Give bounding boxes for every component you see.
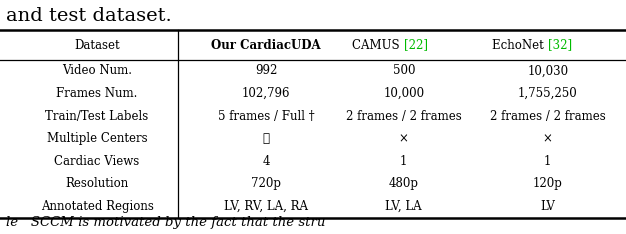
Text: Multiple Centers: Multiple Centers (47, 132, 147, 145)
Text: Annotated Regions: Annotated Regions (41, 200, 153, 213)
Text: Our CardiacUDA: Our CardiacUDA (211, 39, 321, 51)
Text: 480p: 480p (389, 177, 419, 190)
Text: 1: 1 (544, 155, 552, 168)
Text: and test dataset.: and test dataset. (6, 7, 172, 25)
Text: LV, LA: LV, LA (386, 200, 422, 213)
Text: 1: 1 (400, 155, 408, 168)
Text: Resolution: Resolution (65, 177, 129, 190)
Text: CAMUS: CAMUS (352, 39, 404, 51)
Text: Dataset: Dataset (74, 39, 120, 51)
Text: LV, RV, LA, RA: LV, RV, LA, RA (224, 200, 308, 213)
Text: 2 frames / 2 frames: 2 frames / 2 frames (490, 110, 605, 123)
Text: ×: × (399, 132, 409, 145)
Text: 500: 500 (393, 64, 415, 77)
Text: 1,755,250: 1,755,250 (518, 87, 578, 100)
Text: 720p: 720p (251, 177, 281, 190)
Text: EchoNet: EchoNet (492, 39, 548, 51)
Text: ×: × (543, 132, 553, 145)
Text: 120p: 120p (533, 177, 563, 190)
Text: Frames Num.: Frames Num. (56, 87, 138, 100)
Text: LV: LV (540, 200, 555, 213)
Text: le   SCCM is motivated by the fact that the stru: le SCCM is motivated by the fact that th… (6, 216, 326, 229)
Text: Train/Test Labels: Train/Test Labels (46, 110, 148, 123)
Text: [22]: [22] (404, 39, 428, 51)
Text: Cardiac Views: Cardiac Views (54, 155, 140, 168)
Text: Video Num.: Video Num. (62, 64, 132, 77)
Text: 10,030: 10,030 (527, 64, 568, 77)
Text: 5 frames / Full †: 5 frames / Full † (218, 110, 314, 123)
Text: ✓: ✓ (262, 132, 270, 145)
Text: [32]: [32] (548, 39, 572, 51)
Text: 10,000: 10,000 (383, 87, 424, 100)
Text: 102,796: 102,796 (242, 87, 290, 100)
Text: 992: 992 (255, 64, 277, 77)
Text: 4: 4 (262, 155, 270, 168)
Text: 2 frames / 2 frames: 2 frames / 2 frames (346, 110, 461, 123)
